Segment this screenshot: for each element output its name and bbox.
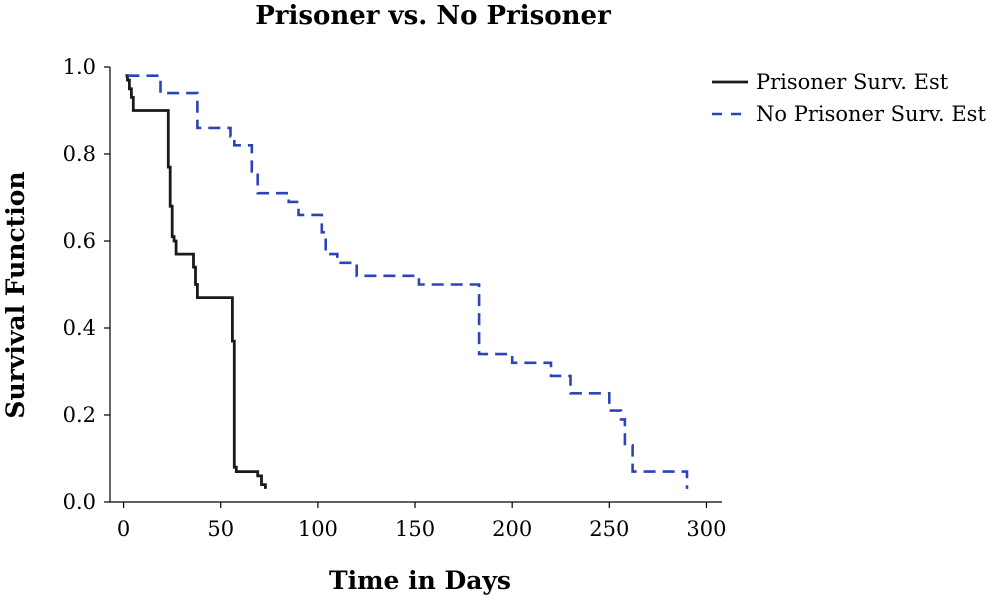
series-line-prisoner: [125, 74, 267, 489]
y-tick-label: 0.2: [63, 403, 96, 427]
y-tick-label: 1.0: [63, 55, 96, 79]
x-tick-label: 100: [298, 517, 338, 541]
x-tick-label: 50: [207, 517, 234, 541]
y-tick-label: 0.4: [63, 316, 96, 340]
y-tick-label: 0.6: [63, 229, 96, 253]
x-axis-label: Time in Days: [329, 566, 511, 595]
legend: Prisoner Surv. Est No Prisoner Surv. Est: [712, 70, 986, 126]
x-tick-label: 150: [395, 517, 435, 541]
x-axis-ticks: 0 50 100 150 200 250 300: [117, 502, 727, 541]
legend-label: Prisoner Surv. Est: [756, 70, 949, 94]
y-tick-label: 0.8: [63, 142, 96, 166]
y-axis-label: Survival Function: [1, 171, 30, 418]
x-tick-label: 200: [492, 517, 532, 541]
x-tick-label: 0: [117, 517, 130, 541]
series-line-no-prisoner: [127, 74, 689, 489]
legend-label: No Prisoner Surv. Est: [756, 102, 986, 126]
x-tick-label: 250: [589, 517, 629, 541]
y-axis-ticks: 0.0 0.2 0.4 0.6 0.8 1.0: [63, 55, 110, 514]
x-tick-label: 300: [686, 517, 726, 541]
series-layer: [125, 74, 689, 489]
chart-title: Prisoner vs. No Prisoner: [255, 1, 611, 31]
y-tick-label: 0.0: [63, 490, 96, 514]
